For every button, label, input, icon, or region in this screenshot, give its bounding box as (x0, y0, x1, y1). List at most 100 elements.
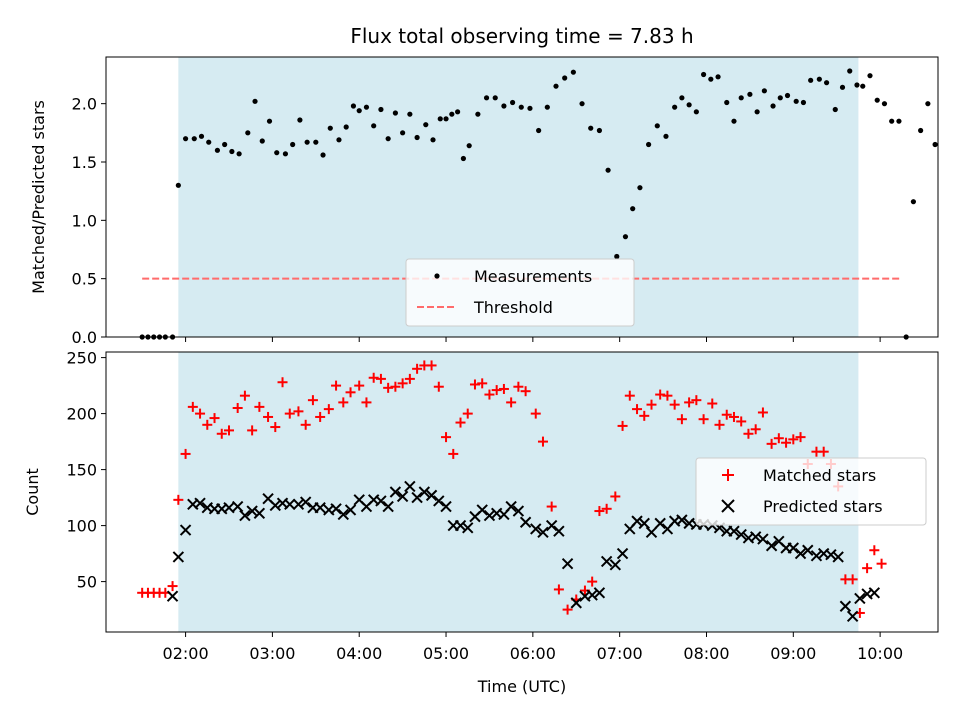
bottom-axes-frame (105, 351, 939, 633)
measurement-point (614, 253, 620, 260)
predicted-stars-point (868, 587, 881, 599)
predicted-stars-point (631, 515, 643, 527)
measurement-point (282, 151, 289, 157)
measurement-point (198, 133, 205, 139)
measurement-point (637, 185, 643, 191)
predicted-stars-point (794, 547, 807, 560)
x-tick-label: 02:00 (163, 644, 209, 663)
measurement-point (222, 141, 228, 148)
matched-stars-point (216, 428, 227, 439)
measurement-point (229, 148, 235, 155)
matched-stars-point (781, 437, 792, 448)
matched-stars-point (736, 416, 747, 427)
matched-stars-point (223, 425, 234, 436)
legend-measurements-label: Measurements (474, 267, 592, 286)
x-tick-label: 03:00 (249, 644, 295, 663)
matched-stars-point (624, 390, 635, 401)
measurement-point (724, 99, 730, 106)
measurement-point (252, 98, 258, 104)
measurement-point (343, 124, 349, 130)
top-panel: 0.0 0.5 1.0 1.5 2.0 Flux total observing tim… (29, 24, 939, 347)
x-tick-label: 07:00 (597, 644, 643, 663)
matched-stars-point (239, 390, 250, 401)
matched-stars-point (721, 409, 732, 420)
measurement-point (392, 110, 398, 116)
measurement-point (731, 118, 737, 124)
predicted-stars-point (537, 526, 549, 539)
y-tick-label: 150 (66, 461, 97, 480)
measurement-point (449, 111, 455, 117)
predicted-stars-point (239, 509, 251, 522)
measurement-point (693, 109, 699, 115)
measurement-point (800, 99, 807, 106)
measurement-point (622, 234, 629, 240)
matched-stars-point (587, 576, 598, 587)
measurement-point (492, 95, 498, 101)
measurement-point (663, 133, 669, 139)
measurement-point (327, 125, 333, 131)
matched-stars-point (167, 581, 178, 592)
matched-stars-point (455, 417, 466, 428)
matched-stars-point (757, 407, 768, 418)
measurement-point (654, 123, 660, 129)
y-tick-label: 2.0 (72, 95, 97, 114)
matched-stars-point (300, 419, 311, 430)
measurement-point (430, 137, 436, 143)
matched-stars-point (876, 558, 887, 569)
legend-threshold-label: Threshold (473, 298, 553, 317)
matched-stars-point (338, 397, 349, 408)
measurement-point (483, 95, 490, 101)
measurement-point (932, 141, 938, 148)
predicted-stars-point (645, 526, 658, 539)
matched-stars-point (530, 408, 541, 419)
measurement-point (455, 109, 461, 115)
measurement-point (236, 151, 242, 157)
matched-stars-point (676, 414, 687, 425)
measurement-point (686, 102, 692, 108)
matched-stars-point (617, 420, 628, 431)
measurement-point (874, 97, 880, 103)
y-tick-label: 100 (66, 517, 97, 536)
measurement-point (738, 95, 744, 101)
bottom-x-ticks: 02:00 03:00 04:00 05:00 06:00 07:00 08:00 09:00… (163, 632, 903, 663)
x-tick-label: 10:00 (857, 644, 903, 663)
measurement-point (562, 75, 568, 81)
bottom-y-axis-label: Count (23, 468, 42, 516)
predicted-stars-point (314, 501, 326, 514)
measurement-point (553, 83, 559, 89)
matched-stars-point (462, 408, 473, 419)
predicted-stars-point (292, 498, 305, 511)
matched-stars-point (345, 387, 356, 398)
matched-stars-point (639, 410, 650, 421)
predicted-stars-point (375, 495, 387, 507)
measurement-point (320, 152, 326, 158)
y-tick-label: 200 (66, 405, 97, 424)
matched-stars-point (818, 446, 829, 457)
matched-stars-point (553, 584, 564, 595)
matched-stars-point (728, 411, 739, 422)
legend-measurements-marker (434, 273, 440, 279)
predicted-stars-point (476, 504, 488, 516)
x-tick-label: 04:00 (336, 644, 382, 663)
matched-stars-point (426, 360, 437, 371)
matched-stars-point (433, 381, 444, 392)
measurement-point (460, 155, 466, 162)
matched-stars-point (477, 378, 488, 389)
predicted-stars-point (433, 495, 445, 507)
matched-stars-point (562, 604, 573, 615)
predicted-stars-point (396, 490, 409, 503)
matched-stars-point (520, 386, 531, 397)
measurement-point (501, 103, 507, 109)
predicted-stars-point (512, 505, 525, 517)
x-axis-label: Time (UTC) (477, 677, 566, 696)
matched-stars-point (750, 424, 761, 435)
measurement-point (715, 74, 721, 80)
x-tick-label: 05:00 (423, 644, 469, 663)
measurement-point (363, 104, 370, 110)
matched-stars-point (277, 377, 288, 388)
predicted-stars-point (676, 514, 688, 526)
measurement-point (336, 137, 342, 143)
predicted-stars-point (246, 505, 258, 517)
measurement-point (605, 167, 611, 173)
predicted-stars-point (728, 525, 740, 537)
